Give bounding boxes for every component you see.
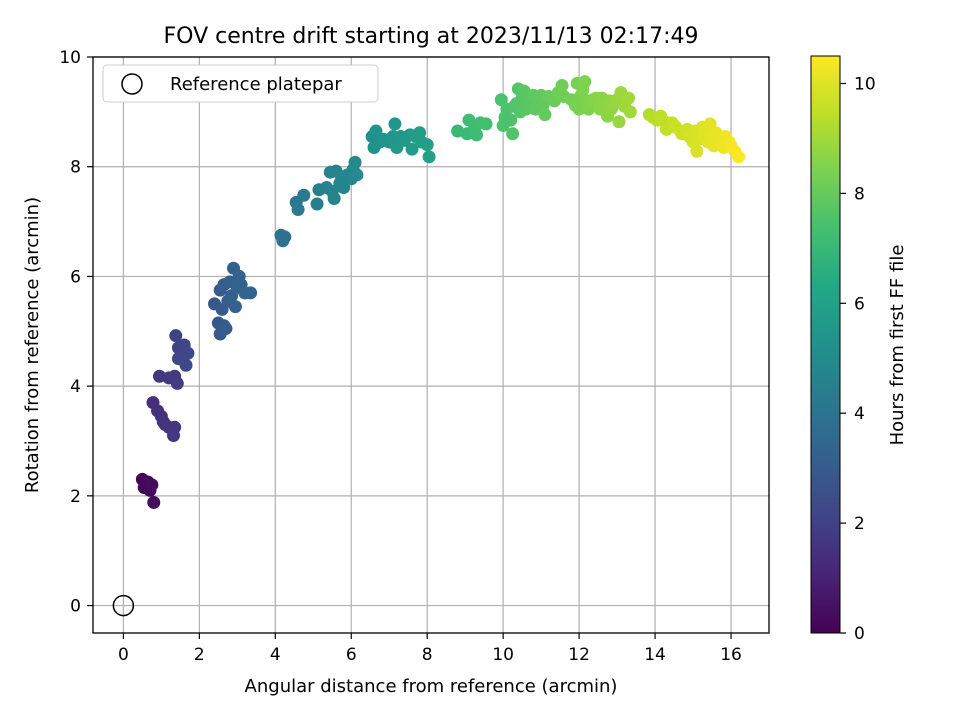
data-point — [420, 138, 434, 152]
x-axis-label: Angular distance from reference (arcmin) — [245, 676, 618, 697]
data-point — [369, 124, 383, 138]
colorbar-tick-label: 10 — [854, 74, 876, 94]
data-point — [506, 127, 520, 141]
y-tick-label: 10 — [59, 48, 81, 68]
data-point — [219, 322, 233, 336]
x-tick-label: 10 — [492, 645, 514, 665]
data-point — [405, 142, 419, 156]
data-point — [244, 286, 258, 300]
legend-label: Reference platepar — [170, 74, 342, 95]
reference-point-marker — [112, 594, 135, 617]
x-tick-label: 12 — [568, 645, 590, 665]
colorbar-tick-label: 8 — [854, 184, 865, 204]
chart-title: FOV centre drift starting at 2023/11/13 … — [164, 24, 699, 49]
colorbar-gradient — [810, 55, 841, 634]
data-point — [278, 230, 292, 244]
data-point — [388, 117, 402, 131]
data-point — [470, 128, 484, 142]
x-ticks: 0 2 4 6 8 10 12 14 16 — [118, 633, 742, 665]
data-point — [572, 102, 586, 116]
data-point — [732, 150, 746, 164]
legend-marker-icon — [121, 73, 143, 95]
data-point — [690, 144, 704, 158]
colorbar-tick-label: 6 — [854, 294, 865, 314]
data-point — [167, 429, 181, 443]
data-point — [504, 113, 518, 127]
data-point — [350, 168, 364, 182]
plot-frame — [92, 56, 770, 634]
legend: Reference platepar — [102, 64, 379, 103]
data-point — [171, 352, 185, 366]
data-point — [578, 75, 592, 89]
data-point — [494, 93, 508, 107]
data-point — [297, 188, 311, 202]
y-tick-label: 0 — [70, 597, 81, 617]
colorbar-tick-label: 4 — [854, 404, 865, 424]
data-point — [612, 115, 626, 129]
data-point — [181, 346, 195, 360]
y-tick-label: 2 — [70, 487, 81, 507]
data-point — [170, 376, 184, 390]
data-point — [228, 300, 242, 314]
data-point — [145, 478, 159, 492]
x-tick-label: 2 — [194, 645, 205, 665]
x-tick-label: 4 — [270, 645, 281, 665]
y-tick-label: 4 — [70, 377, 81, 397]
data-point — [479, 117, 493, 131]
data-point — [348, 155, 362, 169]
x-tick-label: 6 — [346, 645, 357, 665]
data-point — [291, 203, 305, 217]
x-tick-label: 14 — [644, 645, 666, 665]
y-ticks: 0 2 4 6 8 10 — [59, 48, 93, 617]
colorbar-label: Hours from first FF file — [887, 245, 908, 446]
x-tick-label: 8 — [422, 645, 433, 665]
data-point — [310, 197, 324, 211]
data-point — [621, 91, 635, 105]
colorbar: 0 2 4 6 8 10 Hours from first FF file — [810, 55, 908, 644]
colorbar-tick-label: 2 — [854, 514, 865, 534]
colorbar-ticks: 0 2 4 6 8 10 — [840, 74, 876, 644]
data-point — [337, 181, 351, 195]
x-tick-label: 16 — [720, 645, 742, 665]
legend-box — [102, 64, 379, 103]
data-point — [147, 495, 161, 509]
data-points — [135, 75, 746, 509]
y-axis-label: Rotation from reference (arcmin) — [22, 197, 43, 493]
data-point — [169, 329, 183, 343]
data-point — [538, 108, 552, 122]
colorbar-tick-label: 0 — [854, 624, 865, 644]
data-point — [327, 192, 341, 206]
data-point — [623, 105, 637, 119]
gridlines — [93, 56, 769, 633]
data-point — [555, 79, 569, 93]
x-tick-label: 0 — [118, 645, 129, 665]
y-tick-label: 8 — [70, 158, 81, 178]
y-tick-label: 6 — [70, 267, 81, 287]
data-point — [422, 150, 436, 164]
